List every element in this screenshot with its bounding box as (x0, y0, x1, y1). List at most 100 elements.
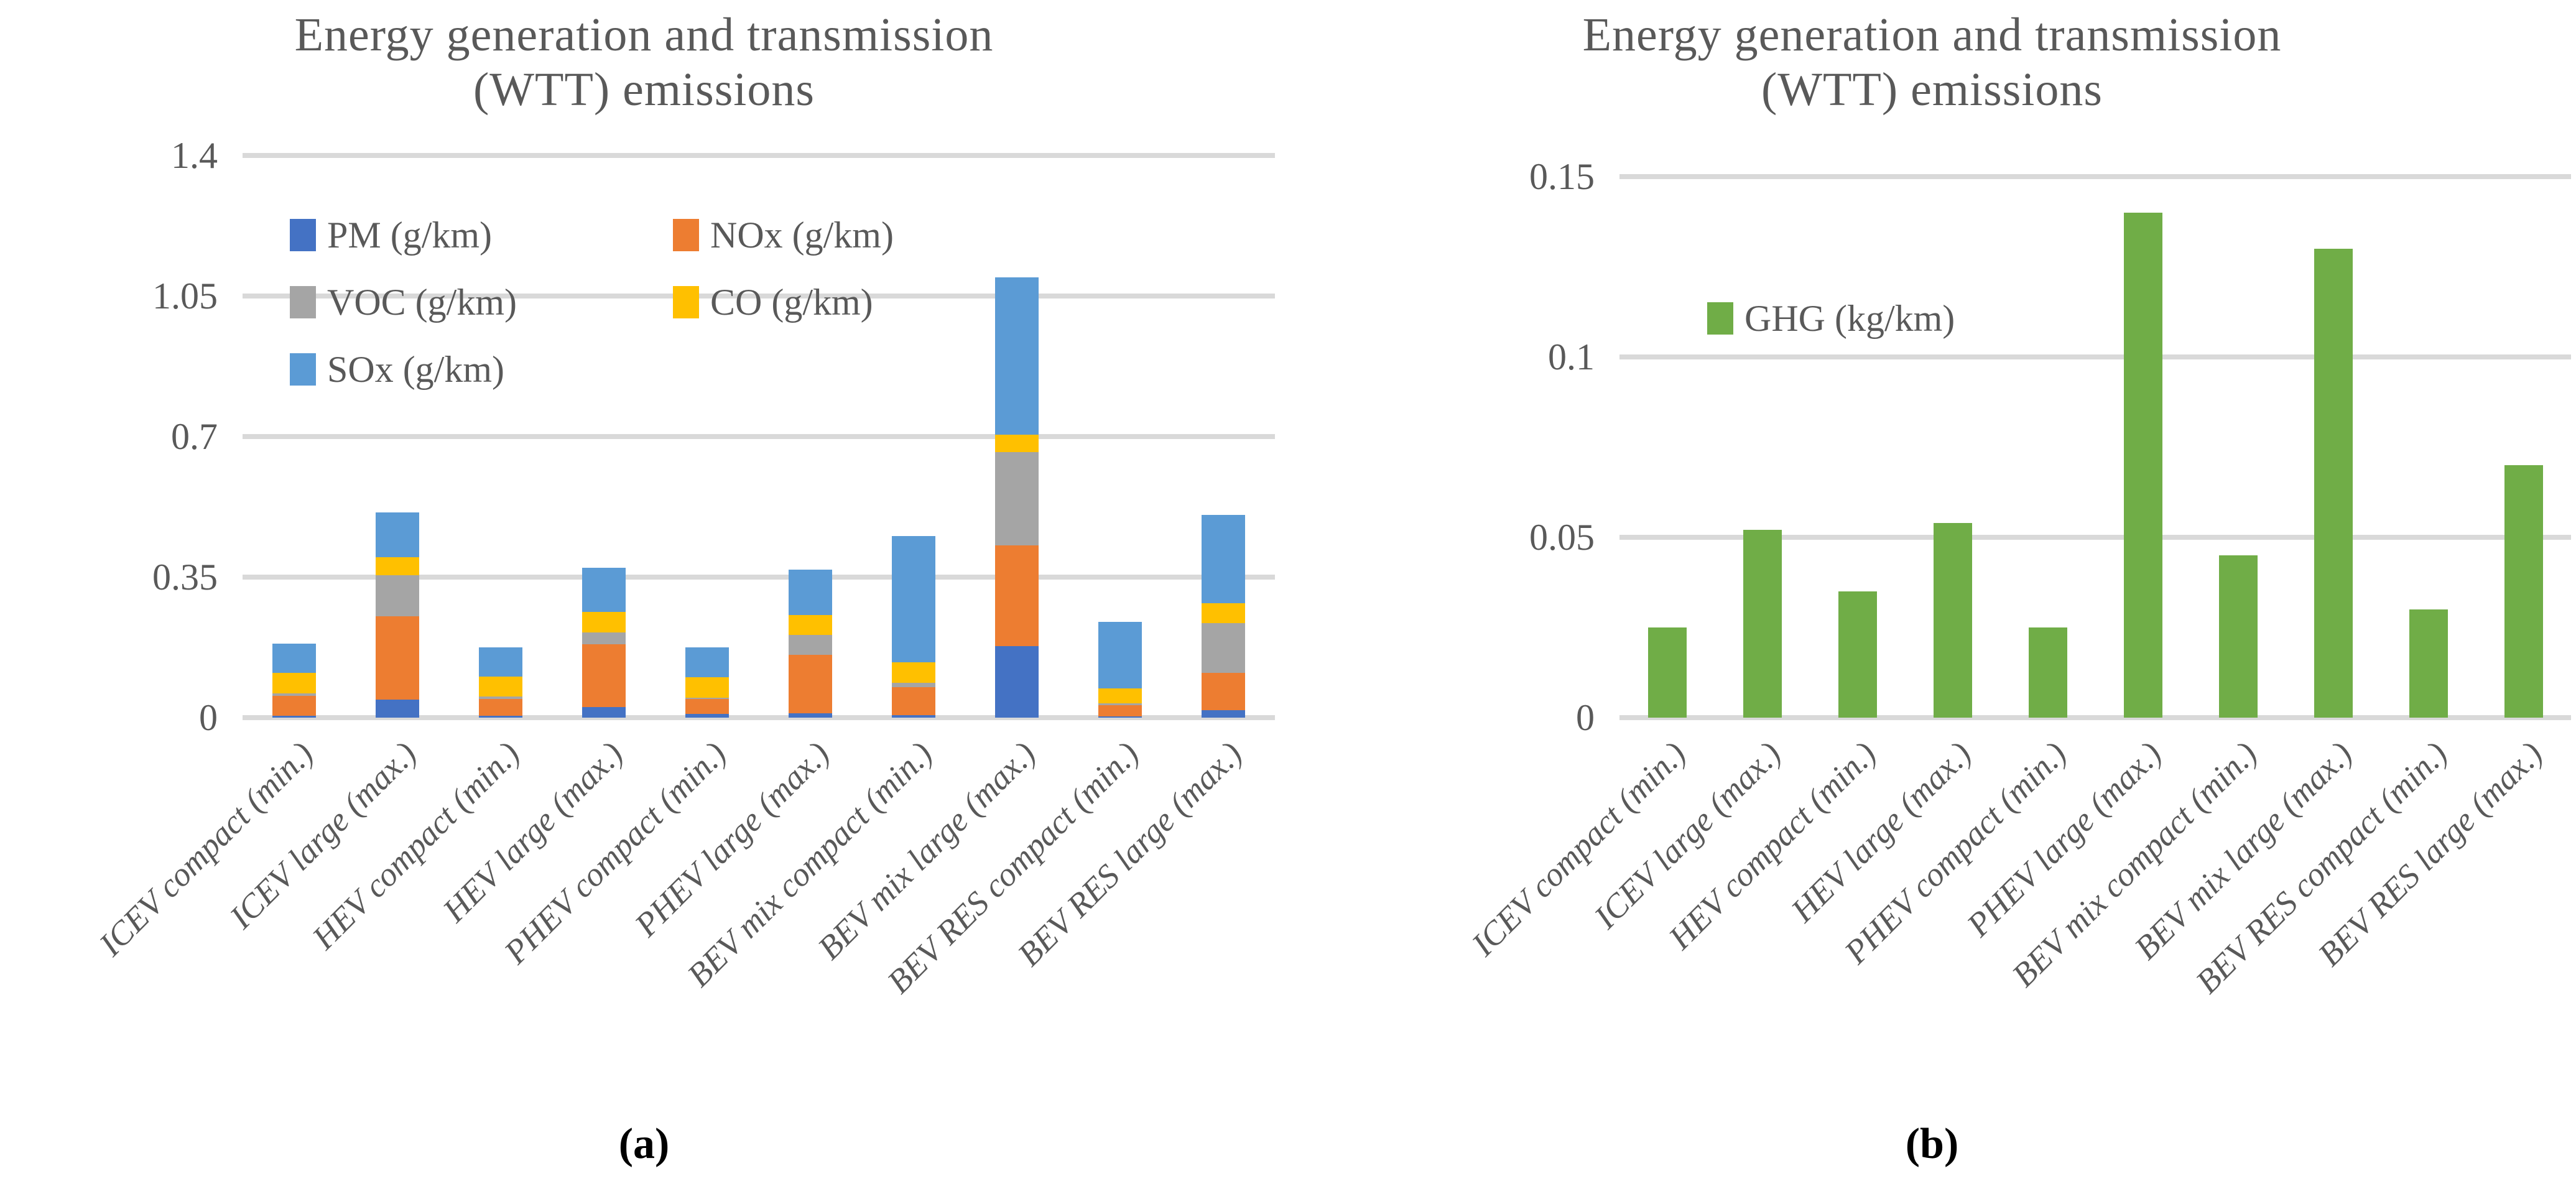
bar-3 (479, 647, 522, 718)
bar-segment-1-series-1 (272, 715, 316, 718)
bar-segment-3-series-1 (1838, 591, 1877, 718)
legend-label: PM (g/km) (327, 215, 493, 256)
bar-10 (2504, 465, 2543, 718)
bar-segment-1-series-2 (272, 696, 316, 716)
legend-item-1: GHG (kg/km) (1707, 300, 1955, 337)
chart-panel-b: Energy generation and transmission (WTT)… (1288, 0, 2576, 1194)
bar-2 (1743, 530, 1782, 718)
bar-segment-4-series-1 (582, 706, 626, 718)
bar-segment-5-series-1 (2028, 627, 2067, 718)
bar-segment-4-series-3 (582, 632, 626, 644)
gridline (1619, 715, 2571, 720)
y-axis-tick-label: 0 (1576, 697, 1595, 738)
x-axis-category-label: PHEV large (max.) (627, 734, 836, 944)
legend-label: NOx (g/km) (710, 215, 894, 256)
bar-segment-5-series-2 (685, 699, 729, 714)
bar-segment-5-series-5 (685, 647, 729, 677)
bar-3 (1838, 591, 1877, 718)
legend-item-2: NOx (g/km) (673, 216, 894, 254)
legend-swatch-icon (290, 353, 316, 386)
bar-segment-1-series-5 (272, 643, 316, 673)
bar-6 (2123, 213, 2162, 718)
chart-title: Energy generation and transmission (WTT)… (1288, 7, 2576, 117)
chart-title-line2: (WTT) emissions (1761, 63, 2103, 116)
legend-label: VOC (g/km) (327, 282, 517, 323)
bar-segment-9-series-1 (2409, 609, 2448, 718)
legend-label: CO (g/km) (710, 282, 873, 323)
legend-item-4: CO (g/km) (673, 284, 894, 321)
legend-item-5: SOx (g/km) (290, 351, 673, 388)
bar-segment-6-series-4 (789, 615, 832, 635)
y-axis-tick-label: 0.7 (171, 416, 218, 457)
panel-caption: (a) (618, 1120, 670, 1168)
bar-segment-2-series-1 (1743, 530, 1782, 718)
chart-title-line1: Energy generation and transmission (1582, 9, 2282, 61)
y-axis-tick-label: 1.05 (152, 275, 218, 317)
bar-segment-4-series-5 (582, 567, 626, 613)
bar-segment-9-series-2 (1098, 705, 1142, 717)
bar-segment-2-series-3 (376, 575, 419, 616)
bar-segment-3-series-5 (479, 647, 522, 677)
bar-segment-7-series-1 (892, 715, 935, 718)
bar-segment-7-series-5 (892, 536, 935, 662)
gridline (243, 153, 1275, 158)
bar-4 (582, 567, 626, 718)
bar-segment-9-series-3 (1098, 703, 1142, 705)
legend-swatch-icon (1707, 302, 1733, 335)
legend-swatch-icon (673, 286, 699, 318)
gridline (243, 434, 1275, 439)
bar-1 (1647, 627, 1687, 718)
bar-segment-5-series-1 (685, 713, 729, 718)
bar-segment-3-series-1 (479, 715, 522, 718)
bar-segment-2-series-5 (376, 512, 419, 557)
bar-segment-5-series-3 (685, 697, 729, 700)
bar-5 (2028, 627, 2067, 718)
gridline (1619, 174, 2571, 179)
gridline (243, 715, 1275, 720)
bar-segment-9-series-4 (1098, 688, 1142, 704)
gridline (1619, 535, 2571, 540)
bar-segment-7-series-2 (892, 687, 935, 716)
y-axis-tick-label: 0 (199, 697, 218, 738)
bar-segment-9-series-5 (1098, 621, 1142, 688)
bar-segment-2-series-1 (376, 699, 419, 718)
bar-segment-3-series-4 (479, 677, 522, 696)
bar-10 (1202, 514, 1245, 718)
gridline (243, 294, 1275, 298)
legend: PM (g/km) NOx (g/km) VOC (g/km) CO (g/km) SO… (290, 216, 894, 388)
bar-segment-7-series-1 (2218, 555, 2258, 718)
bar-segment-9-series-1 (1098, 716, 1142, 718)
bar-9 (1098, 621, 1142, 718)
bar-segment-8-series-4 (995, 435, 1039, 452)
gridline (243, 575, 1275, 580)
y-axis-tick-label: 0.05 (1529, 517, 1595, 558)
bar-segment-6-series-2 (789, 655, 832, 713)
bar-segment-3-series-2 (479, 698, 522, 716)
x-axis-category-label: HEV large (max.) (435, 734, 630, 930)
y-axis-tick-label: 0.35 (152, 557, 218, 598)
x-axis-category-label: ICEV large (max.) (222, 734, 424, 936)
bar-segment-1-series-4 (272, 672, 316, 694)
bar-segment-8-series-1 (2314, 249, 2353, 718)
panel-caption: (b) (1905, 1120, 1959, 1168)
chart-title-line1: Energy generation and transmission (294, 9, 994, 61)
bar-segment-2-series-2 (376, 616, 419, 700)
bar-segment-1-series-3 (272, 693, 316, 696)
bar-segment-10-series-2 (1202, 673, 1245, 710)
legend-label: GHG (kg/km) (1744, 298, 1955, 339)
bar-segment-4-series-1 (1933, 522, 1972, 718)
legend-item-1: PM (g/km) (290, 216, 673, 254)
bar-segment-8-series-2 (995, 545, 1039, 647)
bar-segment-6-series-5 (789, 569, 832, 616)
bar-segment-8-series-1 (995, 646, 1039, 718)
chart-title-line2: (WTT) emissions (473, 63, 815, 116)
bar-segment-10-series-1 (1202, 710, 1245, 718)
bar-segment-6-series-3 (789, 635, 832, 655)
bar-7 (892, 536, 935, 718)
bar-5 (685, 647, 729, 718)
chart-panel-a: Energy generation and transmission (WTT)… (91, 9, 1275, 1168)
bar-7 (2218, 555, 2258, 718)
y-axis-tick-label: 0.1 (1548, 336, 1595, 377)
gridline (1619, 354, 2571, 359)
